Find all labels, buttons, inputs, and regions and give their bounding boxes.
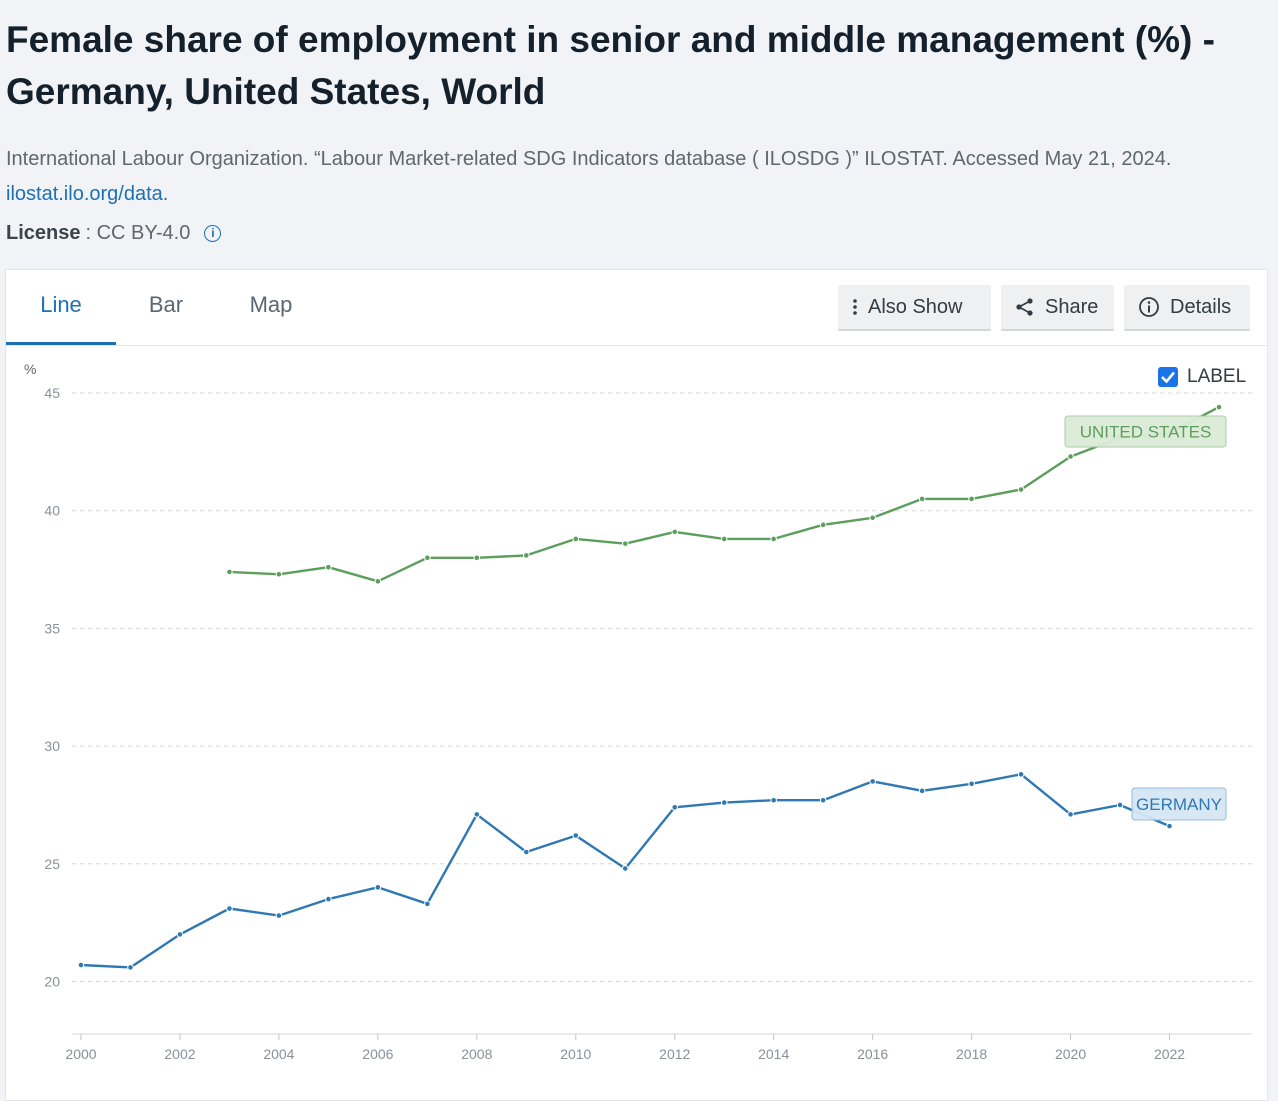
- data-point[interactable]: [671, 528, 679, 536]
- data-point[interactable]: [374, 578, 382, 585]
- tab-line[interactable]: Line: [6, 270, 116, 345]
- data-point[interactable]: [770, 796, 777, 804]
- x-tick-label: 2012: [659, 1046, 690, 1062]
- data-point[interactable]: [1067, 811, 1074, 818]
- label-toggle[interactable]: LABEL: [1158, 366, 1246, 388]
- license-value: : CC BY-4.0: [85, 222, 191, 244]
- x-tick-label: 2006: [362, 1046, 393, 1062]
- x-tick-label: 2014: [758, 1046, 789, 1062]
- y-tick-label: 35: [44, 620, 60, 636]
- data-point[interactable]: [1017, 486, 1025, 493]
- data-point[interactable]: [424, 900, 431, 908]
- data-point[interactable]: [572, 832, 580, 839]
- data-point[interactable]: [918, 787, 926, 795]
- series-labels: UNITED STATES GERMANY: [1064, 415, 1227, 821]
- info-icon[interactable]: i: [204, 224, 222, 242]
- data-point[interactable]: [523, 848, 530, 856]
- data-point[interactable]: [1166, 822, 1173, 830]
- chart-tabs: Line Bar Map Also Show Share Details: [6, 270, 1267, 346]
- series-label: UNITED STATES: [1064, 415, 1227, 448]
- x-tick-label: 2020: [1055, 1046, 1086, 1062]
- y-tick-label: 40: [44, 503, 60, 519]
- data-point[interactable]: [819, 521, 827, 529]
- data-point[interactable]: [325, 895, 332, 903]
- y-axis-ticks: 20 25 30 35 40 45: [44, 385, 60, 990]
- x-tick-label: 2008: [461, 1046, 492, 1062]
- share-icon: [1015, 297, 1035, 317]
- x-tick-label: 2002: [164, 1046, 195, 1062]
- data-point[interactable]: [523, 552, 530, 559]
- x-tick-label: 2022: [1154, 1046, 1185, 1062]
- series-label: GERMANY: [1131, 787, 1227, 821]
- label-toggle-text: LABEL: [1187, 366, 1247, 387]
- data-point[interactable]: [869, 778, 876, 785]
- data-point[interactable]: [720, 799, 728, 806]
- x-tick-label: 2000: [65, 1046, 96, 1062]
- also-show-label: Also Show: [868, 295, 963, 318]
- details-label: Details: [1170, 295, 1232, 318]
- y-axis-label: %: [24, 361, 36, 377]
- also-show-button[interactable]: Also Show: [838, 285, 991, 331]
- tab-bar[interactable]: Bar: [148, 292, 184, 317]
- data-point[interactable]: [1215, 403, 1223, 411]
- y-tick-label: 45: [44, 385, 60, 401]
- y-tick-label: 20: [44, 974, 60, 990]
- data-point[interactable]: [968, 780, 975, 788]
- share-label: Share: [1045, 295, 1099, 318]
- gridlines: [72, 392, 1252, 982]
- page-title: Female share of employment in senior and…: [6, 19, 1215, 112]
- data-point[interactable]: [275, 912, 283, 919]
- citation-link[interactable]: ilostat.ilo.org/data.: [6, 183, 169, 205]
- tab-map[interactable]: Map: [249, 292, 293, 317]
- more-vertical-icon: [852, 298, 858, 316]
- data-point[interactable]: [720, 535, 728, 543]
- data-point[interactable]: [473, 554, 481, 562]
- x-tick-label: 2016: [857, 1046, 888, 1062]
- y-tick-label: 30: [44, 738, 60, 754]
- data-point[interactable]: [127, 964, 134, 971]
- data-point[interactable]: [1067, 453, 1074, 460]
- data-point[interactable]: [621, 865, 629, 872]
- x-tick-label: 2010: [560, 1046, 591, 1062]
- data-point[interactable]: [819, 796, 827, 804]
- data-point[interactable]: [770, 535, 777, 543]
- license-label: License: [6, 222, 81, 244]
- y-tick-label: 25: [44, 856, 60, 872]
- citation-text: International Labour Organization. “Labo…: [6, 148, 1172, 170]
- data-point[interactable]: [226, 905, 233, 912]
- series: [77, 403, 1223, 971]
- checkbox-icon[interactable]: [1158, 367, 1178, 387]
- data-point[interactable]: [572, 535, 580, 543]
- data-point[interactable]: [424, 554, 431, 562]
- license-line: License : CC BY-4.0 i: [6, 218, 222, 248]
- data-point[interactable]: [869, 514, 876, 522]
- data-point[interactable]: [968, 495, 975, 503]
- data-point[interactable]: [671, 804, 679, 811]
- x-tick-label: 2004: [263, 1046, 294, 1062]
- data-point[interactable]: [918, 495, 926, 503]
- data-point[interactable]: [621, 540, 629, 547]
- data-point[interactable]: [275, 570, 283, 578]
- citation: International Labour Organization. “Labo…: [6, 142, 1271, 212]
- data-point[interactable]: [1017, 771, 1025, 778]
- data-point[interactable]: [473, 811, 481, 818]
- series-label-text: GERMANY: [1136, 795, 1222, 814]
- data-point[interactable]: [77, 961, 85, 969]
- info-icon: [1138, 296, 1160, 318]
- x-axis-ticks: 2000 2002 2004 2006 2008 2010 2012 2014 2016 2018…: [65, 1033, 1252, 1062]
- data-point[interactable]: [1116, 801, 1124, 809]
- series-label-text: UNITED STATES: [1080, 423, 1212, 442]
- data-point[interactable]: [226, 568, 233, 576]
- x-tick-label: 2018: [956, 1046, 987, 1062]
- data-point[interactable]: [325, 563, 332, 571]
- details-button[interactable]: Details: [1124, 285, 1250, 331]
- data-point[interactable]: [374, 884, 382, 891]
- chart-panel: Line Bar Map Also Show Share Details: [5, 269, 1268, 1101]
- share-button[interactable]: Share: [1001, 285, 1114, 331]
- data-point[interactable]: [176, 931, 184, 938]
